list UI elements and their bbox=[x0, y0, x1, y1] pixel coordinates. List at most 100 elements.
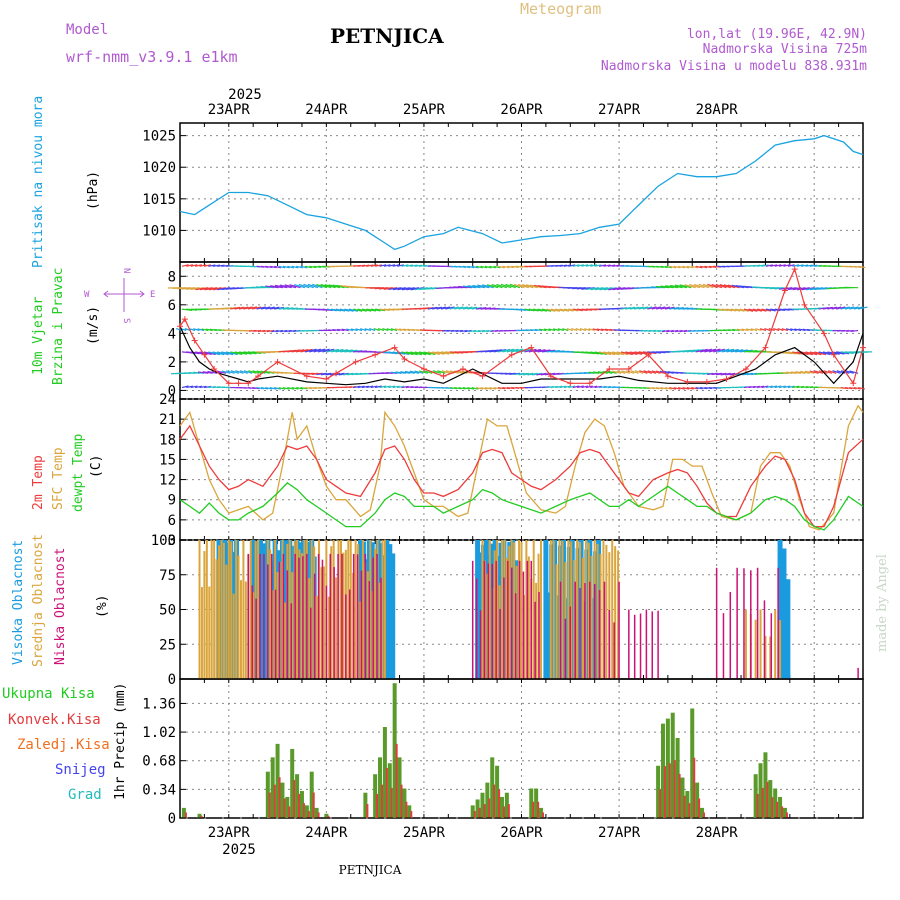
wind-barb bbox=[459, 329, 468, 333]
cloud-mid-bar bbox=[347, 540, 350, 679]
wind-barb bbox=[355, 328, 363, 332]
wind-barb bbox=[849, 386, 857, 390]
wind-barb bbox=[392, 264, 400, 267]
wind-barb bbox=[181, 385, 189, 389]
wind-barb bbox=[188, 328, 196, 332]
wind-barb bbox=[383, 264, 391, 267]
wind-barb bbox=[857, 386, 866, 390]
wind-barb bbox=[664, 386, 672, 390]
cloud-low-bar bbox=[534, 601, 536, 679]
wind-barb bbox=[194, 264, 202, 267]
cloud-mid-bar bbox=[513, 542, 516, 679]
wind-barb bbox=[717, 348, 730, 353]
wind-barb bbox=[853, 306, 864, 310]
cloud-mid-bar bbox=[203, 551, 206, 679]
cloud-low-bar bbox=[263, 553, 265, 679]
cloud-low-bar bbox=[255, 598, 257, 679]
wind-barb bbox=[427, 351, 440, 355]
wind-barb bbox=[278, 386, 286, 390]
wind-barb bbox=[600, 328, 608, 332]
precip-conv-bar bbox=[698, 798, 701, 818]
gust-marker bbox=[791, 266, 798, 273]
wind-barb bbox=[603, 351, 616, 356]
wind-barb bbox=[823, 370, 832, 374]
precip-conv-bar bbox=[400, 784, 403, 818]
wind-barb bbox=[822, 306, 833, 310]
cloud-mid-bar bbox=[242, 540, 245, 679]
gust-marker bbox=[664, 373, 671, 380]
cloud-high-bar bbox=[777, 540, 783, 679]
cloud-low-bar bbox=[639, 613, 642, 679]
gust-marker bbox=[860, 344, 866, 351]
precip-conv-bar bbox=[312, 792, 315, 818]
wind-barb bbox=[634, 351, 647, 355]
wind-barb bbox=[757, 385, 765, 389]
precip-conv-bar bbox=[273, 784, 276, 818]
precip-total-bar bbox=[363, 792, 368, 818]
wind-barb bbox=[679, 329, 687, 333]
precip-total-bar bbox=[665, 718, 670, 818]
wind-barb bbox=[291, 386, 299, 390]
wind-barb bbox=[691, 348, 704, 353]
wind-barb bbox=[234, 306, 245, 310]
wind-barb bbox=[735, 349, 749, 353]
wind-barb bbox=[524, 348, 537, 353]
wind-barb bbox=[528, 308, 539, 312]
wind-barb bbox=[794, 328, 802, 332]
cloud-mid-bar bbox=[291, 572, 294, 679]
wind-barb bbox=[707, 283, 718, 289]
cloud-mid-bar bbox=[208, 586, 211, 679]
cloud-low-bar bbox=[538, 591, 540, 679]
precip-conv-bar bbox=[405, 801, 408, 818]
wind-barb bbox=[409, 370, 420, 374]
cloud-mid-bar bbox=[271, 590, 274, 679]
wind-barb bbox=[175, 328, 183, 332]
wind-barb bbox=[757, 264, 765, 267]
wind-barb bbox=[353, 308, 363, 312]
gust-marker bbox=[440, 373, 447, 380]
wind-barb bbox=[265, 285, 279, 289]
temp2m-ylabel: 2m Temp bbox=[31, 455, 46, 510]
wind-barb bbox=[643, 370, 652, 374]
cloud-low-bar bbox=[278, 561, 281, 679]
cloud-mid-bar bbox=[587, 542, 590, 679]
wind-barb bbox=[326, 308, 337, 312]
wind-barb bbox=[205, 328, 213, 332]
precip-conv-bar bbox=[781, 806, 784, 818]
wind-barb bbox=[735, 308, 745, 312]
wind-barb bbox=[204, 287, 218, 291]
cloud-mid-bar bbox=[555, 564, 558, 679]
wind-barb bbox=[353, 385, 361, 389]
y-tick-label: 1010 bbox=[142, 223, 176, 239]
wind-barb bbox=[616, 370, 626, 374]
wind-barb bbox=[304, 348, 317, 353]
cloud-mid-bar bbox=[327, 596, 330, 679]
gust-marker bbox=[830, 351, 837, 358]
gust-marker bbox=[528, 344, 535, 351]
wind-barb bbox=[484, 265, 492, 269]
gust-marker bbox=[684, 378, 691, 385]
y-tick-label: 6 bbox=[168, 513, 176, 529]
wind-barb bbox=[585, 264, 593, 267]
wind-barb bbox=[620, 351, 633, 356]
wind-barb bbox=[559, 385, 567, 389]
wind-barb bbox=[787, 385, 795, 389]
wind-barb bbox=[732, 328, 740, 332]
gust-marker bbox=[567, 380, 574, 387]
cloud-mid-bar bbox=[276, 572, 279, 679]
precip-conv-bar bbox=[283, 798, 286, 818]
wind-barb bbox=[493, 348, 507, 353]
wind-barb bbox=[309, 265, 317, 269]
cloud-low-bar bbox=[290, 603, 292, 679]
precip-total-bar bbox=[504, 792, 509, 818]
temp-unit: (C) bbox=[89, 455, 104, 478]
wind-barb bbox=[436, 351, 450, 355]
cloud-mid-bar bbox=[508, 545, 511, 679]
y-tick-label: 0 bbox=[168, 811, 176, 827]
wind-barb bbox=[300, 265, 308, 269]
cloud-low-ylabel: Niska Oblacnost bbox=[53, 548, 68, 665]
gust-marker bbox=[703, 378, 710, 385]
cloud-unit: (%) bbox=[95, 595, 110, 618]
y-tick-label: 1015 bbox=[142, 192, 176, 208]
dewpt-line bbox=[179, 482, 864, 531]
